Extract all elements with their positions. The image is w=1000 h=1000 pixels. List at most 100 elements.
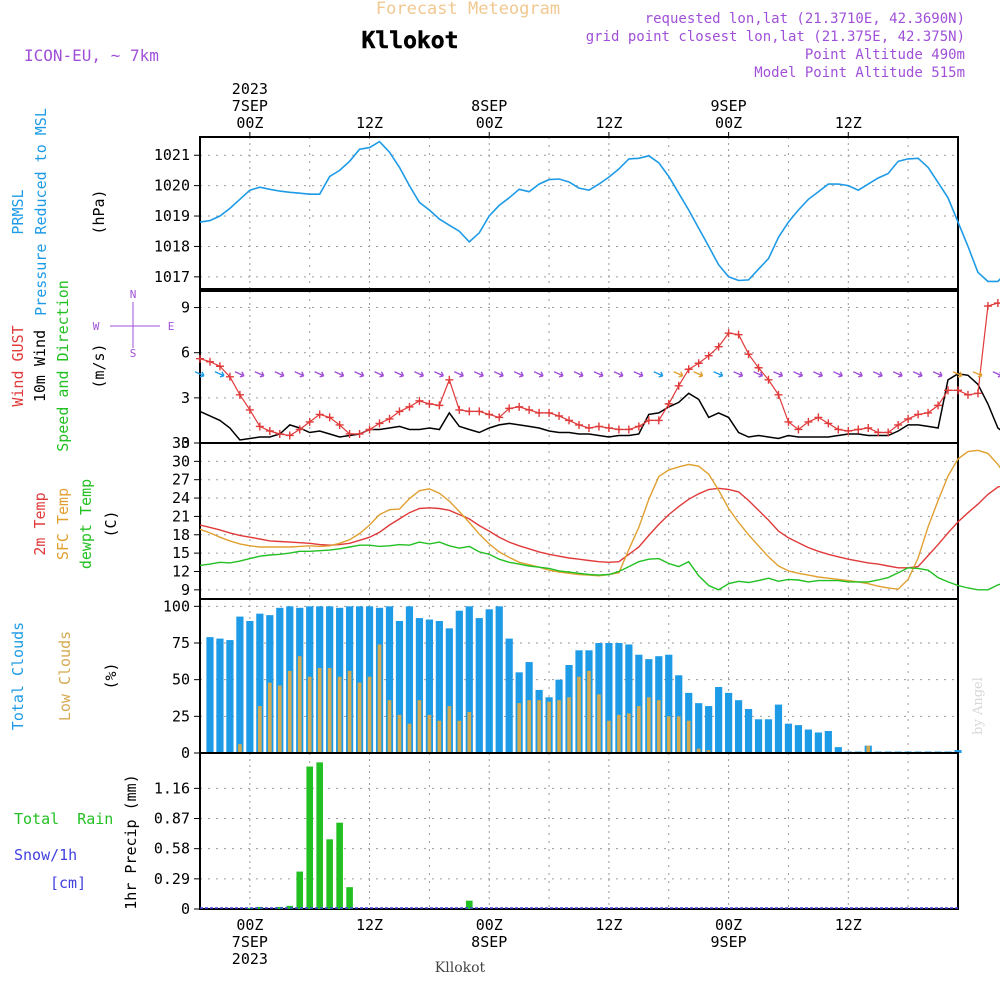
wind-direction-arrow [613,371,624,378]
pressure-tick-label: 1020 [154,177,190,195]
wind-direction-arrow [992,371,1000,378]
gust-marker [275,429,284,438]
low-cloud-bar [447,706,452,753]
gust-marker [654,416,663,425]
gust-marker [694,359,703,368]
top-time-label: 12Z [835,114,862,132]
temp-sfc-line [199,449,1000,590]
pressure-label-line-2: Pressure Reduced to MSL [32,108,50,316]
precip-tick-label: 1.16 [154,779,190,797]
compass-s: S [130,347,137,360]
wind-label-line-3: Speed and Direction [54,280,72,452]
wind-label-line-2: 10m Wind [31,330,49,402]
total-cloud-bar [485,609,493,753]
wind-direction-arrow [593,371,604,378]
total-cloud-bar [794,725,803,753]
low-cloud-bar [577,676,581,753]
wind-direction-arrow [753,371,764,378]
clouds-tick-label: 0 [181,744,190,762]
low-cloud-bar [537,700,541,753]
gust-marker [924,408,933,417]
temp-tick-label: 9 [181,581,190,599]
gust-marker [435,401,444,410]
temp-tick-label: 18 [172,526,190,544]
gust-marker [345,429,354,438]
gust-marker [724,329,733,338]
gust-marker [864,423,873,432]
wind-direction-arrow [214,371,225,378]
compass-w: W [93,320,100,333]
gust-marker [774,390,783,399]
grid-coords: grid point closest lon,lat (21.375E, 42.… [586,29,965,45]
wind-direction-arrow [533,371,544,378]
gust-marker [505,404,514,413]
pressure-tick-label: 1021 [154,146,190,164]
rain-bar [246,907,254,909]
gust-marker [425,399,434,408]
gust-marker [704,351,713,360]
wind-direction-arrow [194,371,205,378]
pressure-frame [199,136,959,290]
gust-marker [854,425,863,434]
clouds-side-label: Total Clouds Low Clouds (%) [9,622,120,730]
pressure-side-label: PRMSL Pressure Reduced to MSL (hPa) [9,108,108,316]
total-cloud-bar [385,606,394,753]
total-cloud-bar [784,723,793,753]
total-cloud-bar [625,644,633,753]
gust-marker [525,405,534,414]
total-cloud-bar [725,692,733,753]
gust-marker [385,414,394,423]
total-cloud-bar [206,637,214,753]
temp-unit: (C) [102,510,120,537]
low-cloud-bar [337,676,342,753]
low-cloud-bar [397,714,402,753]
low-cloud-bar [467,711,472,753]
wind-direction-arrow [374,371,385,378]
wind-direction-arrow [473,371,484,378]
low-cloud-bar [686,720,691,753]
low-cloud-bar [268,682,272,753]
gust-marker [475,407,484,416]
gust-marker [375,419,384,428]
total-cloud-bar [415,618,424,753]
wind-direction-arrow [713,371,724,378]
gust-marker [624,425,633,434]
precip-tick-label: 0.29 [154,870,190,888]
compass-n: N [130,288,137,301]
gust-marker [954,386,962,395]
wind-direction-arrow [912,371,923,378]
wind-side-label: Wind GUST 10m Wind Speed and Direction (… [9,280,174,452]
total-cloud-bar [754,719,763,753]
low-cloud-bar [437,720,442,753]
gust-marker [794,425,803,434]
gust-marker [614,425,623,434]
top-time-label: 2023 [232,80,268,98]
compass-e: E [168,320,175,333]
gust-marker [744,350,753,359]
gust-marker [325,413,334,422]
total-cloud-bar [635,654,643,753]
gust-marker [355,429,364,438]
rain-bar [465,900,473,909]
gust-marker [235,390,244,399]
pressure-unit: (hPa) [90,189,108,234]
rain-bar [346,887,353,909]
total-cloud-bar [495,606,503,753]
low-cloud-bar [317,667,322,753]
wind-direction-arrow [633,371,644,378]
low-cloud-bar [666,716,671,753]
gust-marker [993,299,1000,308]
gust-marker [814,413,823,422]
total-cloud-bar [505,638,513,753]
gust-marker [844,426,853,435]
gust-marker [904,414,913,423]
total-cloud-bar [216,638,224,753]
wind-direction-arrow [434,371,444,378]
low-cloud-bar [547,701,551,753]
wind-direction-arrow [972,371,983,378]
low-cloud-bar [287,670,292,753]
gust-marker [674,381,683,390]
low-cloud-bar [517,703,521,753]
